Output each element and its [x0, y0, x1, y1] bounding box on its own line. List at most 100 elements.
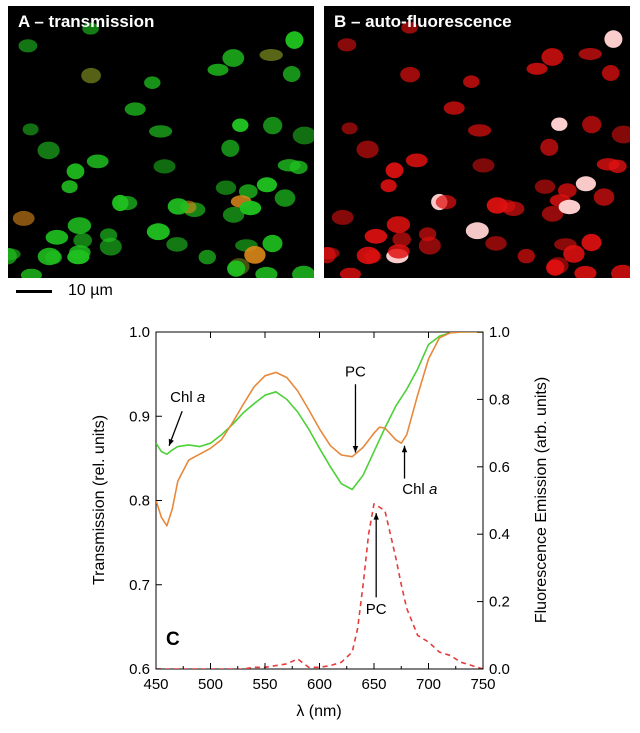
- cell: [61, 180, 78, 194]
- annotation-pc_bottom: PC: [366, 601, 387, 618]
- cell: [339, 267, 361, 278]
- y-axis-label-right: Fluorescence Emission (arb. units): [533, 377, 550, 623]
- cell: [222, 206, 245, 223]
- cell: [282, 66, 301, 82]
- cell: [227, 260, 246, 277]
- cell: [124, 102, 146, 116]
- plot-frame: [155, 331, 484, 670]
- cell: [167, 198, 189, 215]
- cell: [239, 200, 262, 216]
- cell: [289, 160, 308, 174]
- y-axis-label-left: Transmission (rel. units): [91, 415, 108, 585]
- cell: [146, 223, 170, 241]
- y-left-tick-label: 0.9: [129, 408, 150, 425]
- cell: [331, 209, 354, 225]
- autofluorescence-image-panel: B – auto-fluorescence: [324, 6, 630, 278]
- arrowhead-pc-bottom: [373, 513, 379, 520]
- cell: [392, 232, 411, 247]
- panel-a-title: A – transmission: [18, 12, 155, 31]
- cell: [611, 264, 630, 278]
- cell: [67, 217, 92, 235]
- cell: [45, 250, 63, 264]
- y-right-tick-label: 0.8: [489, 391, 510, 408]
- y-right-tick-label: 0.0: [489, 661, 510, 678]
- y-right-tick-label: 1.0: [489, 324, 510, 341]
- scale-bar-label: 10 µm: [68, 282, 113, 299]
- cell: [364, 228, 388, 244]
- cell: [485, 236, 507, 251]
- cell: [86, 154, 109, 169]
- cell: [435, 195, 457, 210]
- cell: [558, 199, 581, 215]
- cell: [380, 179, 397, 193]
- cell: [222, 49, 245, 67]
- cell: [541, 205, 564, 222]
- cell: [263, 116, 283, 135]
- cell: [45, 229, 69, 245]
- y-left-tick-label: 0.6: [129, 661, 150, 678]
- cell: [385, 162, 404, 179]
- cell: [517, 248, 535, 264]
- cell: [116, 196, 138, 211]
- x-tick-label: 550: [252, 676, 277, 693]
- cell: [581, 233, 602, 252]
- cell: [468, 124, 492, 137]
- annotation-pc_top: PC: [345, 364, 366, 381]
- cell: [601, 65, 620, 81]
- cell: [149, 125, 173, 138]
- arrowhead-chl-right: [401, 445, 408, 453]
- cell: [463, 75, 480, 88]
- cell: [534, 179, 556, 194]
- cell: [215, 180, 237, 195]
- cell: [66, 163, 85, 180]
- x-tick-label: 700: [416, 676, 441, 693]
- cell: [8, 248, 21, 261]
- cell: [292, 265, 314, 278]
- cell: [37, 141, 60, 160]
- cell: [324, 247, 340, 260]
- cell: [604, 30, 623, 48]
- y-right-tick-label: 0.4: [489, 526, 510, 543]
- cell: [526, 62, 548, 75]
- x-tick-label: 650: [361, 676, 386, 693]
- cell: [337, 38, 357, 52]
- annotation-chl_right: Chl a: [402, 481, 437, 498]
- cell: [256, 177, 277, 193]
- cell: [611, 125, 630, 144]
- x-axis-label: λ (nm): [296, 703, 341, 720]
- cell: [81, 67, 101, 84]
- y-left-tick-label: 0.8: [129, 493, 150, 510]
- cell: [540, 138, 559, 156]
- cell: [608, 159, 627, 173]
- red-series-line: [156, 503, 483, 669]
- orange-series-line: [156, 332, 483, 527]
- cell: [443, 101, 465, 115]
- cell: [578, 48, 602, 60]
- transmission-image-panel: A – transmission: [8, 6, 314, 278]
- cell: [144, 76, 161, 89]
- cell: [285, 31, 304, 49]
- cell: [582, 115, 602, 134]
- cell: [207, 63, 229, 76]
- cell: [546, 259, 565, 276]
- x-tick-label: 600: [307, 676, 332, 693]
- x-tick-label: 500: [198, 676, 223, 693]
- cell: [465, 222, 489, 240]
- cell: [99, 237, 122, 256]
- cell: [22, 123, 39, 136]
- y-right-tick-label: 0.6: [489, 459, 510, 476]
- cell: [232, 118, 249, 132]
- cell: [262, 234, 283, 253]
- cell: [551, 117, 568, 131]
- cell: [541, 48, 564, 66]
- y-left-tick-label: 1.0: [129, 324, 150, 341]
- cell: [405, 153, 428, 168]
- cell: [292, 126, 314, 145]
- cell: [557, 183, 577, 198]
- cell: [574, 265, 597, 278]
- cell: [486, 197, 508, 214]
- cell: [18, 39, 38, 53]
- scale-bar-line: [16, 290, 52, 293]
- y-left-tick-label: 0.7: [129, 577, 150, 594]
- cell: [20, 268, 42, 278]
